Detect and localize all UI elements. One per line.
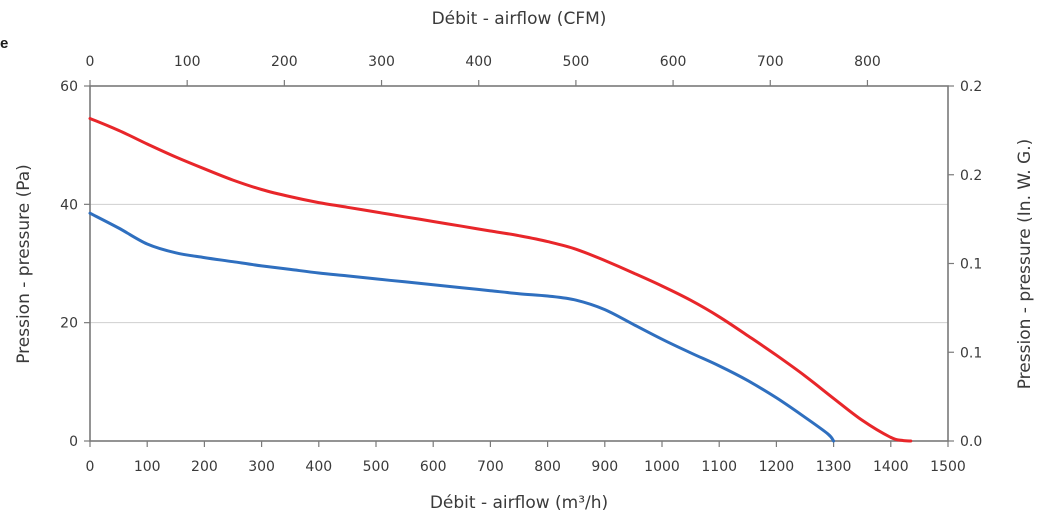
right-y-tick-label: 0.0 [960, 434, 982, 450]
top-x-tick-label: 0 [86, 54, 95, 70]
x-tick-label: 1200 [759, 459, 795, 475]
x-tick-label: 200 [191, 459, 218, 475]
x-tick-label: 500 [363, 459, 390, 475]
y-axis-title: Pression - pressure (Pa) [14, 164, 34, 364]
x-tick-label: 600 [420, 459, 447, 475]
x-tick-label: 0 [86, 459, 95, 475]
top-x-tick-label: 600 [660, 54, 687, 70]
series-line-red [88, 117, 913, 443]
top-x-tick-label: 100 [174, 54, 201, 70]
top-x-axis-title: Débit - airflow (CFM) [432, 9, 607, 29]
x-tick-label: 800 [534, 459, 561, 475]
x-axis-tick-labels: 0 100 200 300 400 500 600 700 800 900 1000 1100 1200… [86, 459, 966, 475]
top-x-tick-label: 200 [271, 54, 298, 70]
x-tick-label: 1100 [701, 459, 737, 475]
top-x-tick-label: 800 [854, 54, 881, 70]
corner-mark: e [0, 35, 8, 52]
top-x-tick-label: 500 [563, 54, 590, 70]
right-y-axis-tick-labels: 0.0 0.1 0.1 0.2 0.2 [960, 79, 982, 450]
x-tick-label: 700 [477, 459, 504, 475]
right-y-tick-label: 0.2 [960, 168, 982, 184]
series-lines [88, 117, 913, 443]
x-tick-label: 100 [134, 459, 161, 475]
y-tick-label: 20 [60, 316, 78, 332]
top-x-tick-label: 400 [465, 54, 492, 70]
x-tick-label: 1000 [644, 459, 680, 475]
series-line-blue [88, 211, 836, 443]
top-x-tick-label: 700 [757, 54, 784, 70]
x-tick-label: 900 [591, 459, 618, 475]
right-y-tick-label: 0.1 [960, 257, 982, 273]
y-tick-label: 40 [60, 197, 78, 213]
y-tick-label: 0 [69, 434, 78, 450]
y-tick-label: 60 [60, 79, 78, 95]
right-y-tick-label: 0.1 [960, 345, 982, 361]
top-x-tick-label: 300 [368, 54, 395, 70]
x-tick-label: 1300 [816, 459, 852, 475]
x-tick-label: 1400 [873, 459, 909, 475]
top-x-axis-tick-labels: 0 100 200 300 400 500 600 700 800 [86, 54, 881, 70]
axis-ticks [84, 80, 954, 447]
x-tick-label: 400 [305, 459, 332, 475]
right-y-axis-title: Pression - pressure (In. W. G.) [1015, 139, 1035, 390]
x-tick-label: 1500 [930, 459, 966, 475]
x-tick-label: 300 [248, 459, 275, 475]
grid-lines [90, 203, 948, 324]
right-y-tick-label: 0.2 [960, 79, 982, 95]
y-axis-tick-labels: 0 20 40 60 [60, 79, 78, 450]
x-axis-title: Débit - airflow (m³/h) [430, 493, 608, 513]
